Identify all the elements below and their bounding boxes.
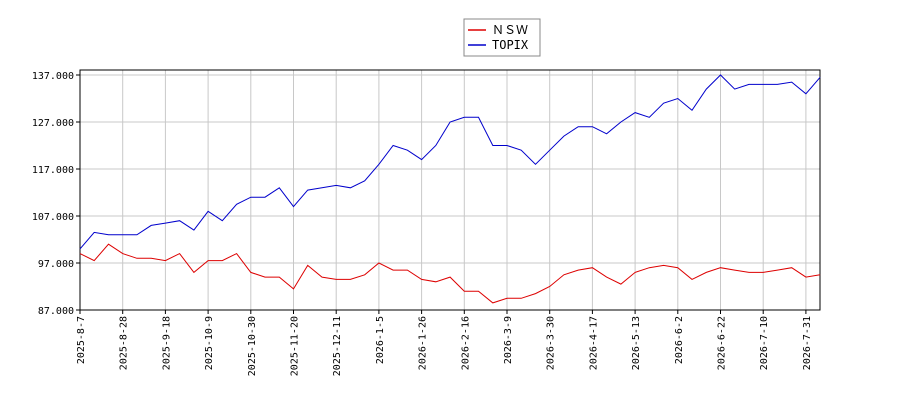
x-tick-label: 2026-1-5	[375, 316, 386, 364]
y-tick-label: 97.000	[38, 259, 74, 270]
x-tick-label: 2026-1-26	[418, 316, 429, 370]
x-tick-label: 2025-10-9	[204, 316, 215, 370]
series-line	[79, 74, 821, 250]
x-tick-label: 2026-7-31	[802, 316, 813, 370]
x-tick-label: 2026-4-17	[588, 316, 599, 370]
x-tick-label: 2026-3-9	[503, 316, 514, 364]
x-tick-label: 2026-3-30	[546, 316, 557, 370]
x-tick-label: 2026-5-13	[631, 316, 642, 370]
x-tick-label: 2026-7-10	[759, 316, 770, 370]
x-tick-label: 2025-12-11	[332, 316, 343, 376]
legend-label: TOPIX	[492, 38, 529, 52]
x-tick-label: 2025-11-20	[290, 316, 301, 376]
legend-label: ＮＳＷ	[492, 23, 528, 37]
y-tick-label: 107.000	[32, 212, 74, 223]
y-tick-label: 117.000	[32, 165, 74, 176]
x-tick-label: 2025-10-30	[247, 316, 258, 376]
x-tick-label: 2025-8-7	[76, 316, 87, 364]
y-tick-label: 137.000	[32, 71, 74, 82]
y-tick-label: 87.000	[38, 306, 74, 317]
legend-box	[463, 18, 541, 57]
x-tick-label: 2025-8-28	[119, 316, 130, 370]
x-tick-label: 2026-6-22	[717, 316, 728, 370]
x-tick-label: 2026-6-2	[674, 316, 685, 364]
y-tick-label: 127.000	[32, 118, 74, 129]
x-tick-label: 2026-2-16	[460, 316, 471, 370]
series-line	[79, 243, 821, 304]
x-tick-label: 2025-9-18	[161, 316, 172, 370]
plot-frame	[79, 69, 821, 311]
